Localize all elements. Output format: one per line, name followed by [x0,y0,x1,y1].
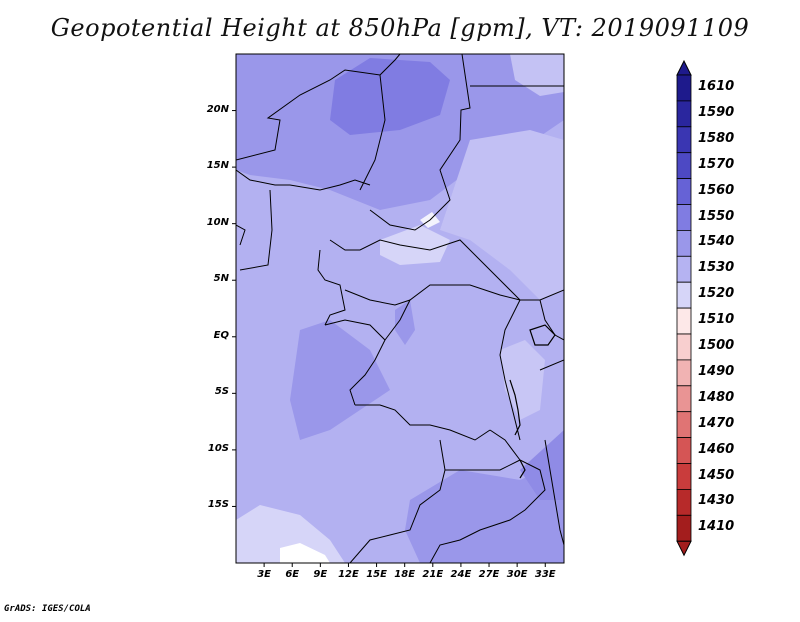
colorbar-level-label: 1590 [698,104,735,120]
lon-tick-label: 33E [534,569,556,580]
height-field [236,54,564,563]
colorbar-swatch [676,385,692,413]
colorbar-swatch [676,152,692,179]
colorbar-swatch [676,307,692,335]
colorbar-level-label: 1550 [698,208,735,224]
lon-tick-label: 24E [450,569,472,580]
colorbar-swatch [676,359,692,387]
lat-tick-label: 5S [214,386,229,398]
colorbar-swatch [676,463,692,490]
lon-tick-label: 12E [338,569,359,580]
colorbar-swatch [676,437,692,464]
colorbar-level-label: 1490 [698,363,735,379]
lon-tick-label: 30E [506,569,528,580]
colorbar-level-label: 1480 [698,389,735,405]
country-borders [236,54,564,563]
colorbar-swatch [676,74,692,102]
colorbar-swatch [676,204,692,231]
axis-ticks [232,110,546,567]
colorbar-level-label: 1580 [698,130,735,146]
colorbar-level-label: 1430 [698,493,735,509]
lat-tick-label: 10S [207,442,229,454]
colorbar-swatch [676,255,692,283]
lat-tick-label: 10N [206,216,229,228]
colorbar-level-label: 1410 [698,519,735,535]
lon-tick-label: 9E [313,569,328,580]
map-title: Geopotential Height at 850hPa [gpm], VT:… [50,14,750,42]
colorbar-bottom-arrow [676,540,692,557]
colorbar-level-label: 1510 [698,312,735,328]
colorbar-swatch [676,488,692,516]
lon-tick-label: 3E [257,569,271,580]
lat-tick-label: 5N [213,273,229,285]
colorbar-level-label: 1540 [698,234,735,250]
lat-tick-label: 15S [207,499,229,511]
colorbar-swatch [676,333,692,361]
colorbar-swatch [676,281,692,309]
lat-tick-label: 15N [206,160,229,172]
lat-tick-label: EQ [213,329,229,341]
colorbar-swatch [676,100,692,128]
colorbar-level-label: 1520 [698,286,735,302]
lon-tick-label: 15E [366,569,387,580]
colorbar-level-label: 1450 [698,467,735,483]
lakes [509,324,556,479]
colorbar-swatch [676,514,692,542]
lon-tick-label: 27E [478,569,500,580]
lon-tick-label: 18E [394,569,416,580]
colorbar-level-label: 1500 [698,338,735,353]
colorbar-swatch [676,411,692,439]
grads-credit: GrADS: IGES/COLA [4,604,91,614]
colorbar-swatch [676,229,692,257]
lon-tick-label: 21E [422,569,444,580]
colorbar-level-label: 1560 [698,182,735,198]
colorbar-level-label: 1530 [698,260,735,276]
colorbar-level-label: 1570 [698,156,735,172]
colorbar-top-arrow [676,59,692,76]
colorbar-level-label: 1460 [698,441,735,457]
colorbar-swatch [676,178,692,205]
lon-tick-label: 6E [285,569,300,580]
colorbar-level-label: 1470 [698,415,735,431]
lat-tick-label: 20N [206,103,229,115]
map-frame [235,53,565,564]
colorbar-swatch [676,126,692,154]
colorbar [676,59,692,557]
colorbar-level-label: 1610 [698,79,735,94]
